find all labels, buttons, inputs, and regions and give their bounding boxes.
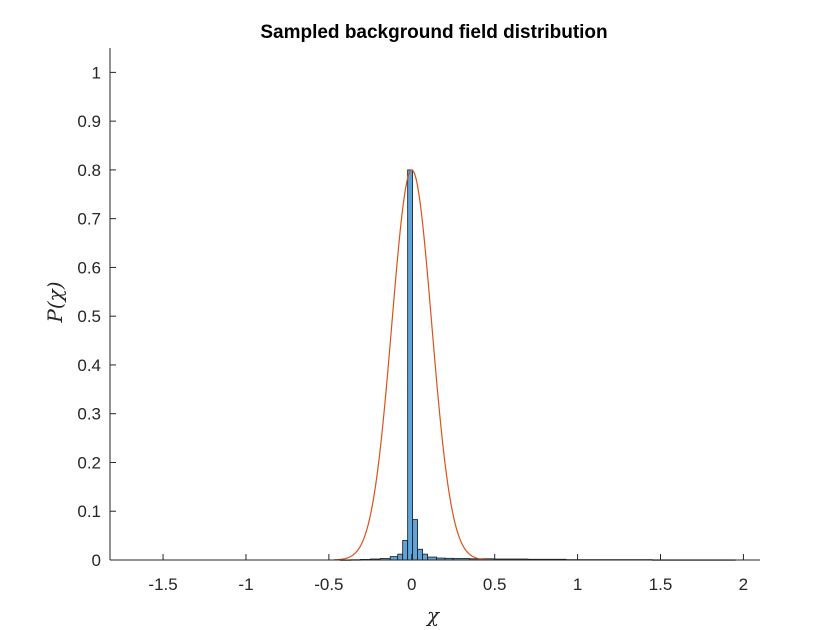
y-tick-label: 0.2 xyxy=(77,453,101,472)
x-tick-label: 0.5 xyxy=(483,575,507,594)
x-tick-label: 1.5 xyxy=(649,575,673,594)
y-axis-label: P(χ) xyxy=(43,281,67,323)
histogram-bar xyxy=(422,553,428,561)
x-tick-label: 0 xyxy=(407,575,416,594)
x-tick-label: -0.5 xyxy=(314,575,343,594)
x-tick-label: 1 xyxy=(573,575,582,594)
plot-area: -1.5 -1 -0.5 0 0.5 1 1.5 2 00.10.20.30.40.50.60… xyxy=(77,48,760,594)
histogram-bar xyxy=(407,169,414,561)
y-tick-label: 0.9 xyxy=(77,112,101,131)
y-tick-label: 0 xyxy=(92,551,101,570)
y-tick-label: 0.7 xyxy=(77,210,101,229)
histogram-bar xyxy=(412,519,418,561)
y-tick-label: 0.4 xyxy=(77,356,101,375)
histogram-bar xyxy=(402,540,409,561)
y-tick-label: 0.3 xyxy=(77,405,101,424)
histogram-bar xyxy=(389,556,399,561)
y-tick-label: 1 xyxy=(92,63,101,82)
histogram-bars xyxy=(340,169,736,561)
y-axis-ticks: 0 0.1 0.2 0.3 0.4 0.5 0.6 0.7 0.8 0.9 1 xyxy=(77,63,116,570)
x-axis-label: χ xyxy=(425,603,441,627)
chart-title: Sampled background field distribution xyxy=(260,22,607,43)
histogram-bar xyxy=(417,548,423,561)
gaussian-fit-curve xyxy=(333,169,490,561)
y-tick-label: 0.1 xyxy=(77,502,101,521)
x-tick-label: -1.5 xyxy=(148,575,177,594)
x-tick-label: 2 xyxy=(739,575,748,594)
y-tick-label: 0.6 xyxy=(77,258,101,277)
x-tick-label: -1 xyxy=(238,575,253,594)
y-tick-label: 0.8 xyxy=(77,161,101,180)
y-tick-label: 0.5 xyxy=(77,307,101,326)
histogram-bar xyxy=(397,553,404,561)
x-axis-ticks: -1.5 -1 -0.5 0 0.5 1 1.5 2 xyxy=(148,554,748,594)
